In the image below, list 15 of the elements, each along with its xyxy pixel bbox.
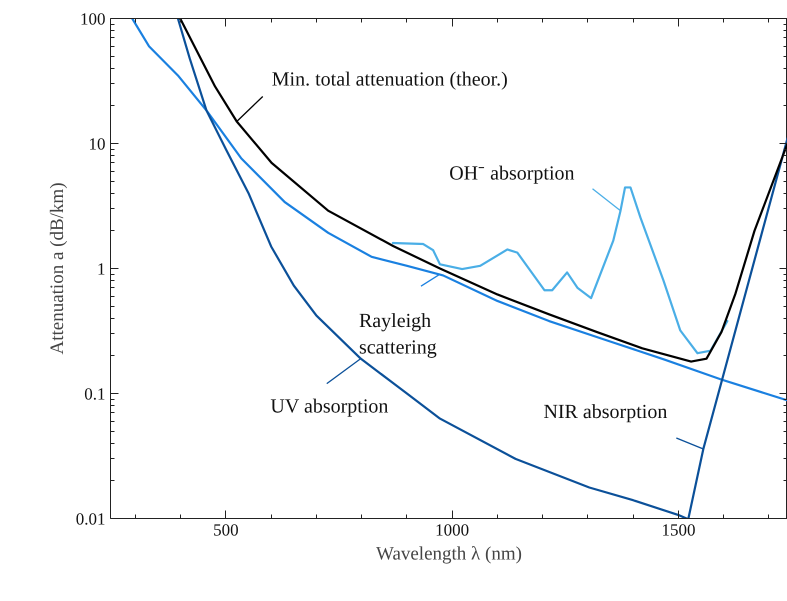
annotation: NIR absorption bbox=[543, 400, 668, 423]
x-tick-label: 1500 bbox=[661, 520, 696, 540]
y-tick-label: 100 bbox=[80, 10, 106, 28]
annotation: OH⁻ absorption bbox=[449, 162, 575, 185]
y-tick-label: 0.1 bbox=[84, 384, 106, 404]
y-tick-label: 10 bbox=[88, 134, 106, 154]
annotation: UV absorption bbox=[270, 396, 388, 418]
y-tick-label: 1 bbox=[97, 260, 106, 278]
x-tick-label: 1000 bbox=[435, 520, 470, 540]
y-tick-label: 0.01 bbox=[76, 510, 106, 528]
x-tick-label: 500 bbox=[213, 520, 239, 540]
x-axis-title: Wavelength λ (nm) bbox=[376, 544, 522, 564]
annotation: Rayleigh scattering bbox=[358, 310, 437, 359]
y-axis-title: Attenuation a (dB/km) bbox=[46, 182, 68, 355]
annotation: Min. total attenuation (theor.) bbox=[272, 68, 508, 90]
